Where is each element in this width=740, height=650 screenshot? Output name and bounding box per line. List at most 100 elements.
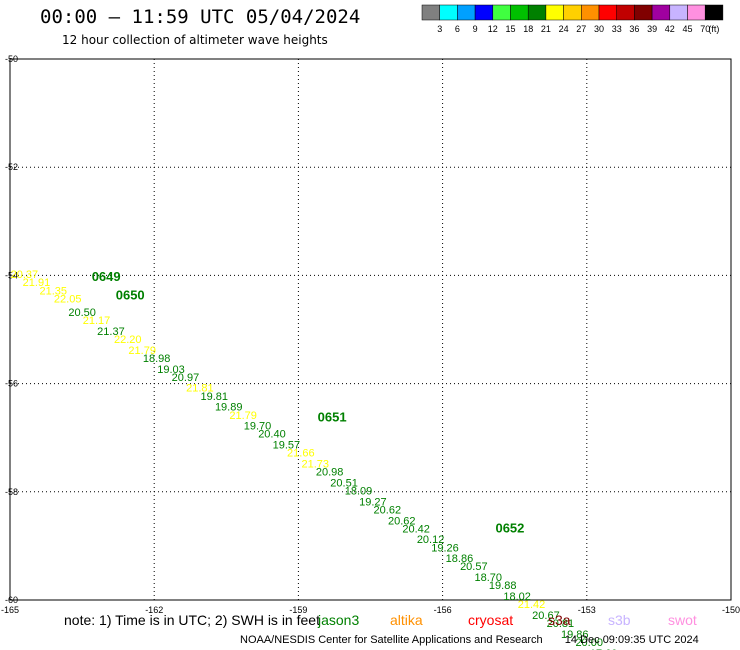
time-label: 0652: [495, 520, 524, 535]
time-label: 0650: [116, 288, 145, 303]
swh-point-label: 18.98: [143, 353, 171, 365]
colorbar-label: 36: [629, 24, 639, 34]
chart-subtitle: 12 hour collection of altimeter wave hei…: [62, 33, 328, 47]
swh-point-label: 19.81: [201, 391, 229, 403]
x-tick-label: -165: [1, 605, 19, 615]
swh-point-label: 22.20: [114, 334, 142, 346]
mission-legend-item: cryosat: [468, 612, 514, 628]
colorbar-swatch: [687, 4, 706, 21]
mission-legend-item: jason3: [318, 612, 360, 628]
swh-point-label: 17.60: [590, 648, 618, 650]
colorbar-label: 45: [682, 24, 692, 34]
colorbar-swatch: [545, 4, 564, 21]
colorbar-swatch: [704, 4, 724, 21]
swh-point-label: 21.81: [186, 383, 214, 395]
plot-frame: [9, 58, 732, 601]
colorbar-swatch: [421, 4, 440, 21]
swh-point-label: 19.86: [561, 629, 589, 641]
colorbar-label: 27: [576, 24, 586, 34]
x-tick-label: -153: [578, 605, 596, 615]
swh-point-label: 20.37: [11, 269, 39, 281]
swh-point-label: 21.79: [229, 410, 257, 422]
colorbar-swatch: [598, 4, 617, 21]
swh-point-label: 19.26: [431, 542, 459, 554]
x-tick-label: -150: [722, 605, 740, 615]
colorbar-swatch: [581, 4, 600, 21]
swh-point-label: 18.70: [474, 572, 502, 584]
swh-point-label: 21.73: [301, 458, 329, 470]
swh-point-label: 19.03: [157, 364, 185, 376]
swh-point-label: 21.42: [518, 599, 546, 611]
swh-point-label: 20.42: [402, 523, 430, 535]
colorbar-label: 30: [594, 24, 604, 34]
colorbar-swatch: [563, 4, 582, 21]
colorbar-swatch: [492, 4, 511, 21]
colorbar-label: 18: [523, 24, 533, 34]
colorbar-label: 21: [541, 24, 551, 34]
colorbar-label: 15: [505, 24, 515, 34]
swh-point-label: 18.09: [345, 486, 373, 498]
colorbar-label: 33: [612, 24, 622, 34]
swh-point-label: 20.62: [388, 515, 416, 527]
swh-point-label: 20.97: [172, 372, 200, 384]
swh-point-label: 20.51: [330, 477, 358, 489]
y-tick-label: -52: [5, 162, 18, 172]
swh-point-label: 20.81: [547, 618, 575, 630]
colorbar-swatch: [510, 4, 529, 21]
mission-legend-item: s3b: [608, 612, 631, 628]
colorbar-unit: (ft): [708, 24, 719, 34]
y-tick-label: -58: [5, 487, 18, 497]
y-tick-label: -50: [5, 54, 18, 64]
colorbar-label: 6: [455, 24, 460, 34]
mission-legend-item: altika: [390, 612, 423, 628]
y-tick-label: -60: [5, 595, 18, 605]
y-tick-label: -56: [5, 379, 18, 389]
colorbar-label: 9: [473, 24, 478, 34]
colorbar-label: 39: [647, 24, 657, 34]
swh-point-label: 22.05: [54, 293, 82, 305]
swh-point-label: 21.17: [83, 315, 111, 327]
colorbar-swatch: [457, 4, 476, 21]
colorbar-swatch: [474, 4, 494, 21]
colorbar-swatch: [527, 4, 547, 21]
y-tick-label: -54: [5, 270, 18, 280]
colorbar-swatch: [651, 4, 671, 21]
colorbar-swatch: [439, 4, 458, 21]
swh-point-label: 19.89: [215, 402, 243, 414]
swh-point-label: 19.70: [244, 421, 272, 433]
swh-point-label: 20.12: [417, 534, 445, 546]
time-label: 0651: [318, 409, 347, 424]
swh-point-label: 20.62: [374, 504, 402, 516]
credit-text: NOAA/NESDIS Center for Satellite Applica…: [240, 634, 543, 646]
mission-legend-item: swot: [668, 612, 697, 628]
swh-point-label: 18.86: [446, 553, 474, 565]
colorbar-label: 12: [488, 24, 498, 34]
colorbar-label: 42: [665, 24, 675, 34]
swh-point-label: 21.66: [287, 448, 315, 460]
swh-point-label: 20.57: [460, 561, 488, 573]
footer-credit: NOAA/NESDIS Center for Satellite Applica…: [240, 634, 699, 646]
swh-point-label: 19.27: [359, 496, 387, 508]
x-tick-label: -156: [434, 605, 452, 615]
colorbar-swatch: [634, 4, 653, 21]
swh-point-label: 20.40: [258, 429, 286, 441]
swh-point-label: 20.00: [575, 637, 603, 649]
x-tick-label: -159: [289, 605, 307, 615]
colorbar-label: 24: [559, 24, 569, 34]
chart-title: 00:00 — 11:59 UTC 05/04/2024: [40, 6, 361, 28]
swh-point-label: 21.79: [128, 345, 156, 357]
footer-note: note: 1) Time is in UTC; 2) SWH is in fe…: [64, 612, 320, 628]
swh-point-label: 19.57: [273, 440, 301, 452]
swh-point-label: 19.88: [489, 580, 517, 592]
colorbar-swatch: [669, 4, 688, 21]
swh-point-label: 20.50: [68, 307, 96, 319]
swh-point-label: 18.02: [503, 591, 531, 603]
mission-legend-item: s3a: [548, 612, 571, 628]
swh-point-label: 21.37: [97, 326, 125, 338]
colorbar-label: 70: [700, 24, 710, 34]
swh-point-label: 20.98: [316, 467, 344, 479]
swh-point-label: 20.67: [532, 610, 560, 622]
x-tick-label: -162: [145, 605, 163, 615]
